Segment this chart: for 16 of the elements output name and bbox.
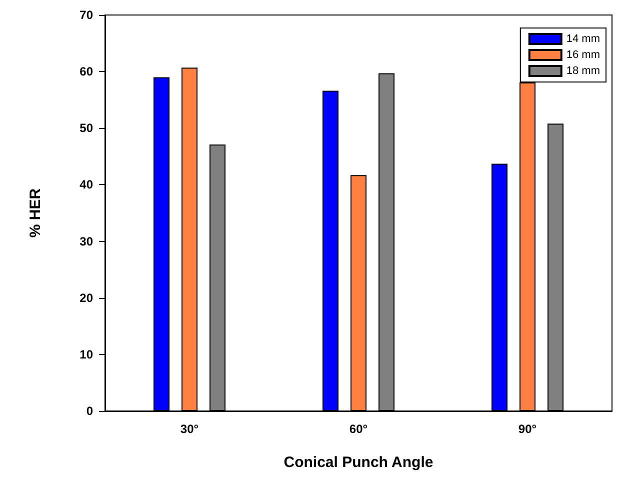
y-tick-label: 70 [80,8,94,22]
y-axis-title: % HER [27,188,44,238]
y-tick-label: 0 [86,404,94,418]
y-tick-label: 10 [80,347,94,362]
legend-label: 14 mm [566,33,600,45]
x-tick-label: 90° [518,422,537,436]
y-tick-label: 60 [80,64,94,79]
y-tick-label: 30 [80,234,94,248]
y-tick-label: 40 [80,178,94,192]
legend-label: 18 mm [566,65,600,77]
x-tick-label: 30° [180,422,199,436]
x-axis-title: Conical Punch Angle [284,454,434,471]
y-tick-label: 50 [80,121,94,136]
legend-label: 16 mm [566,49,600,61]
y-tick-label: 20 [80,290,94,305]
x-tick-label: 60° [349,422,368,436]
